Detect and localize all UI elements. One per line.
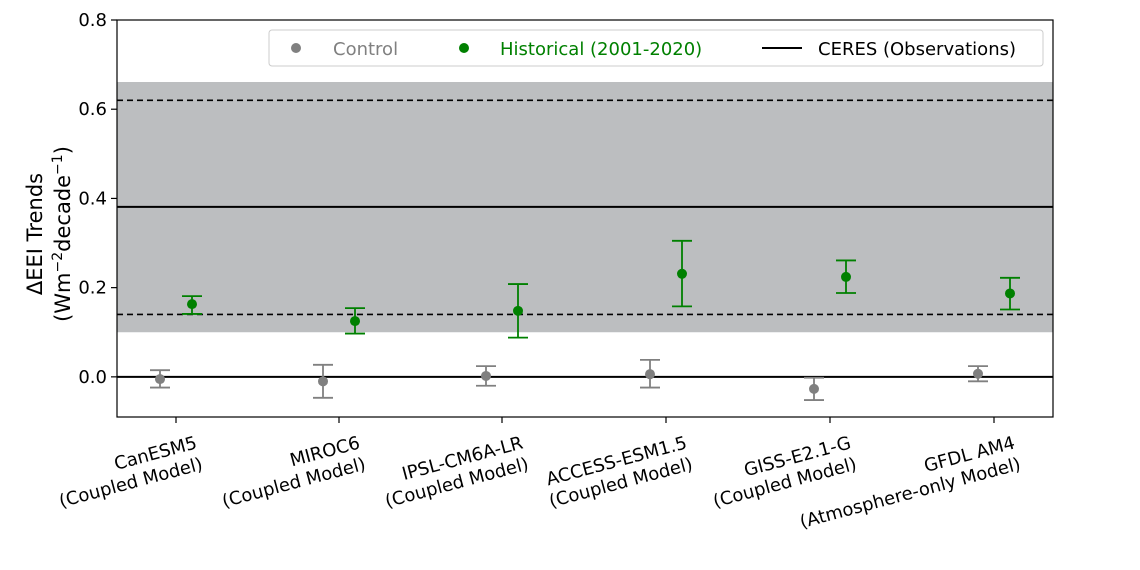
historical-point-4	[841, 271, 851, 282]
historical-point-0	[187, 299, 197, 310]
y-axis-label: ΔEEI Trends (Wm−2decade−1)	[23, 146, 75, 322]
legend-box	[268, 29, 1044, 67]
control-point-5	[973, 368, 983, 379]
y-unit-suffix: )	[51, 146, 75, 154]
y-unit-prefix: (Wm	[51, 272, 75, 321]
y-unit-mid: decade	[51, 175, 75, 252]
x-category-label-3: ACCESS-ESM1.5(Coupled Model)	[544, 433, 695, 513]
y-unit-sup2: −1	[50, 154, 66, 175]
x-category-label-4: GISS-E2.1-G(Coupled Model)	[711, 433, 859, 513]
y-tick-label-3: 0.6	[78, 99, 107, 120]
y-axis-label-line1: ΔEEI Trends	[23, 173, 47, 295]
axes-frame	[116, 19, 1054, 418]
y-tick-label-0: 0.0	[78, 367, 107, 388]
legend-historical-marker	[459, 43, 469, 53]
control-point-4	[809, 383, 819, 394]
historical-point-1	[350, 316, 360, 327]
plot-area	[117, 82, 1053, 401]
y-unit-sup1: −2	[50, 252, 66, 273]
historical-point-3	[677, 268, 687, 279]
legend-historical-label: Historical (2001-2020)	[500, 39, 702, 60]
y-tick-label-4: 0.8	[78, 10, 107, 31]
y-tick-label-2: 0.4	[78, 188, 107, 209]
control-point-0	[155, 374, 165, 385]
legend: Control Historical (2001-2020) CERES (Obse…	[268, 29, 1044, 67]
y-tick-label-1: 0.2	[78, 278, 107, 299]
legend-control-label: Control	[333, 39, 398, 60]
x-category-label-1: MIROC6(Coupled Model)	[220, 433, 368, 513]
legend-ceres-label: CERES (Observations)	[818, 39, 1016, 60]
historical-point-2	[513, 305, 523, 316]
x-category-label-2: IPSL-CM6A-LR(Coupled Model)	[383, 433, 531, 513]
control-point-3	[645, 369, 655, 380]
historical-point-5	[1005, 288, 1015, 299]
control-point-2	[481, 370, 491, 381]
control-point-1	[318, 376, 328, 387]
x-category-label-0: CanESM5(Coupled Model)	[57, 433, 205, 513]
legend-control-marker	[291, 43, 301, 53]
y-axis-label-line2: (Wm−2decade−1)	[50, 146, 75, 322]
